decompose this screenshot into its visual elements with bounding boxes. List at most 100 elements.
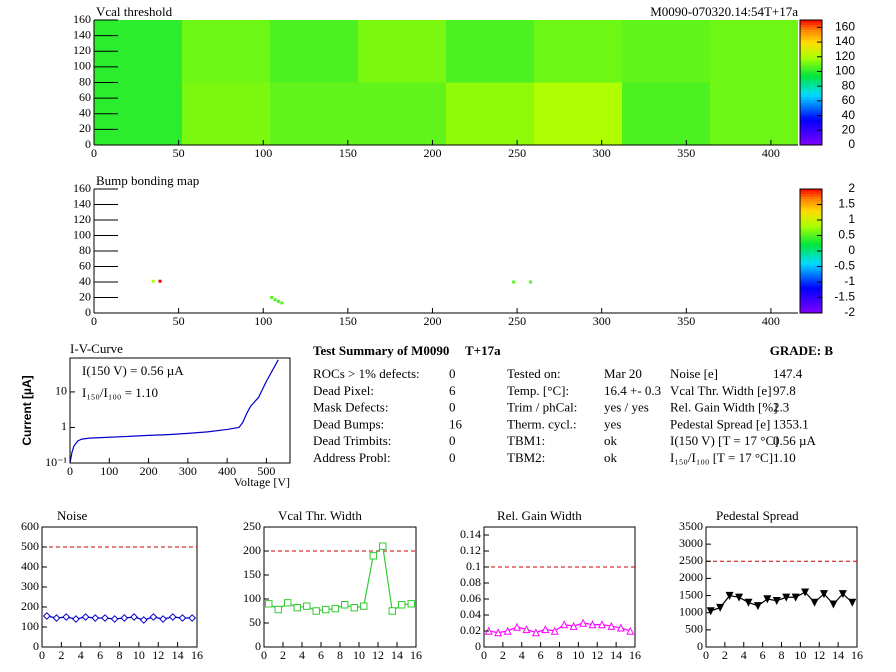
x-tick-label: 0 — [91, 146, 97, 160]
colorbar-step — [800, 32, 822, 36]
marker — [360, 602, 368, 610]
bump-point — [158, 279, 162, 283]
chart-title: Rel. Gain Width — [497, 508, 582, 523]
x-tick-label: 6 — [760, 648, 766, 662]
colorbar-step — [800, 95, 822, 98]
colorbar-step — [800, 211, 822, 215]
summary-label: Tested on: — [507, 366, 561, 381]
x-tick-label: 350 — [677, 146, 695, 160]
bump-point — [276, 299, 280, 303]
marker — [120, 614, 129, 622]
bump-point — [512, 280, 516, 284]
marker — [513, 622, 522, 631]
marker — [838, 590, 847, 599]
colorbar-step — [800, 90, 822, 93]
y-tick-label: 1000 — [679, 604, 703, 618]
colorbar-step — [800, 308, 822, 312]
marker — [42, 612, 51, 620]
y-tick-label: 0.08 — [460, 575, 481, 589]
y-tick-label: 0.12 — [460, 543, 481, 557]
heatmap-cell — [270, 20, 358, 83]
bump-point — [280, 301, 284, 305]
x-tick-label: 14 — [391, 648, 403, 662]
y-tick-label: 0 — [33, 639, 39, 653]
colorbar-step — [800, 270, 822, 274]
x-tick-label: 250 — [508, 314, 526, 328]
y-tick-label: 150 — [243, 567, 261, 581]
marker — [735, 593, 744, 602]
marker — [494, 628, 503, 637]
x-tick-label: 8 — [337, 648, 343, 662]
x-tick-label: 100 — [254, 146, 272, 160]
y-tick-label: 100 — [243, 591, 261, 605]
marker — [407, 600, 415, 608]
colorbar-step — [800, 20, 822, 23]
x-tick-label: 8 — [557, 648, 563, 662]
colorbar-step — [800, 206, 822, 210]
colorbar-step — [800, 112, 822, 116]
x-tick-label: 200 — [423, 146, 441, 160]
y-tick-label: 600 — [21, 519, 39, 533]
x-tick-label: 16 — [629, 648, 641, 662]
x-tick-label: 400 — [762, 146, 780, 160]
colorbar-step — [800, 110, 822, 113]
marker — [91, 614, 100, 622]
y-tick-label: 200 — [21, 599, 39, 613]
heatmap-cell — [534, 82, 622, 145]
summary-value: 0 — [449, 450, 456, 465]
marker — [626, 626, 635, 635]
colorbar-step — [800, 45, 822, 48]
colorbar-step — [800, 92, 822, 96]
x-tick-label: 0 — [703, 648, 709, 662]
marker — [149, 613, 158, 621]
y-tick-label: 0 — [697, 639, 703, 653]
x-tick-label: 10 — [572, 648, 584, 662]
summary-value: ok — [604, 450, 618, 465]
marker — [569, 621, 578, 630]
chart-title: Pedestal Spread — [716, 508, 799, 523]
x-tick-label: 8 — [779, 648, 785, 662]
colorbar-step — [800, 231, 822, 235]
colorbar-step — [800, 203, 822, 207]
marker — [168, 613, 177, 621]
annotation: I(150 V) = 0.56 µA — [82, 363, 184, 378]
colorbar-step — [800, 201, 822, 205]
y-tick-label: 60 — [79, 90, 91, 104]
colorbar-step — [800, 67, 822, 71]
chart-title: Noise — [57, 508, 88, 523]
marker — [188, 614, 197, 622]
summary-value: ok — [604, 433, 618, 448]
annotation: I₁₅₀/I₁₀₀ = 1.10 — [82, 385, 158, 400]
colorbar-step — [800, 275, 822, 279]
colorbar-step — [800, 238, 822, 242]
series-line — [268, 544, 412, 613]
summary-value: 0 — [449, 366, 456, 381]
colorbar-step — [800, 278, 822, 282]
x-tick-label: 2 — [722, 648, 728, 662]
marker — [71, 615, 80, 623]
colorbar-label: 20 — [842, 122, 856, 136]
x-tick-label: 14 — [172, 648, 184, 662]
marker — [265, 600, 273, 608]
marker — [597, 620, 606, 629]
x-tick-label: 200 — [140, 464, 158, 478]
bump-point — [529, 280, 533, 284]
chart-title: Vcal Thr. Width — [278, 508, 362, 523]
y-tick-label: 500 — [685, 622, 703, 636]
colorbar-step — [800, 62, 822, 66]
colorbar-label: -1 — [844, 274, 855, 288]
colorbar-step — [800, 310, 822, 314]
y-tick-label: 100 — [21, 619, 39, 633]
colorbar-step — [800, 137, 822, 141]
y-axis-label: Current [µA] — [20, 375, 34, 445]
colorbar-label: 0 — [848, 243, 855, 257]
y-tick-label: 0 — [85, 305, 91, 319]
colorbar-label: 140 — [835, 34, 855, 48]
plot-frame — [705, 526, 858, 648]
marker — [588, 620, 597, 629]
summary-label: ROCs > 1% defects: — [313, 366, 420, 381]
colorbar-step — [800, 293, 822, 297]
x-tick-label: 12 — [591, 648, 603, 662]
summary-value: 1.10 — [773, 450, 796, 465]
x-tick-label: 10 — [133, 648, 145, 662]
